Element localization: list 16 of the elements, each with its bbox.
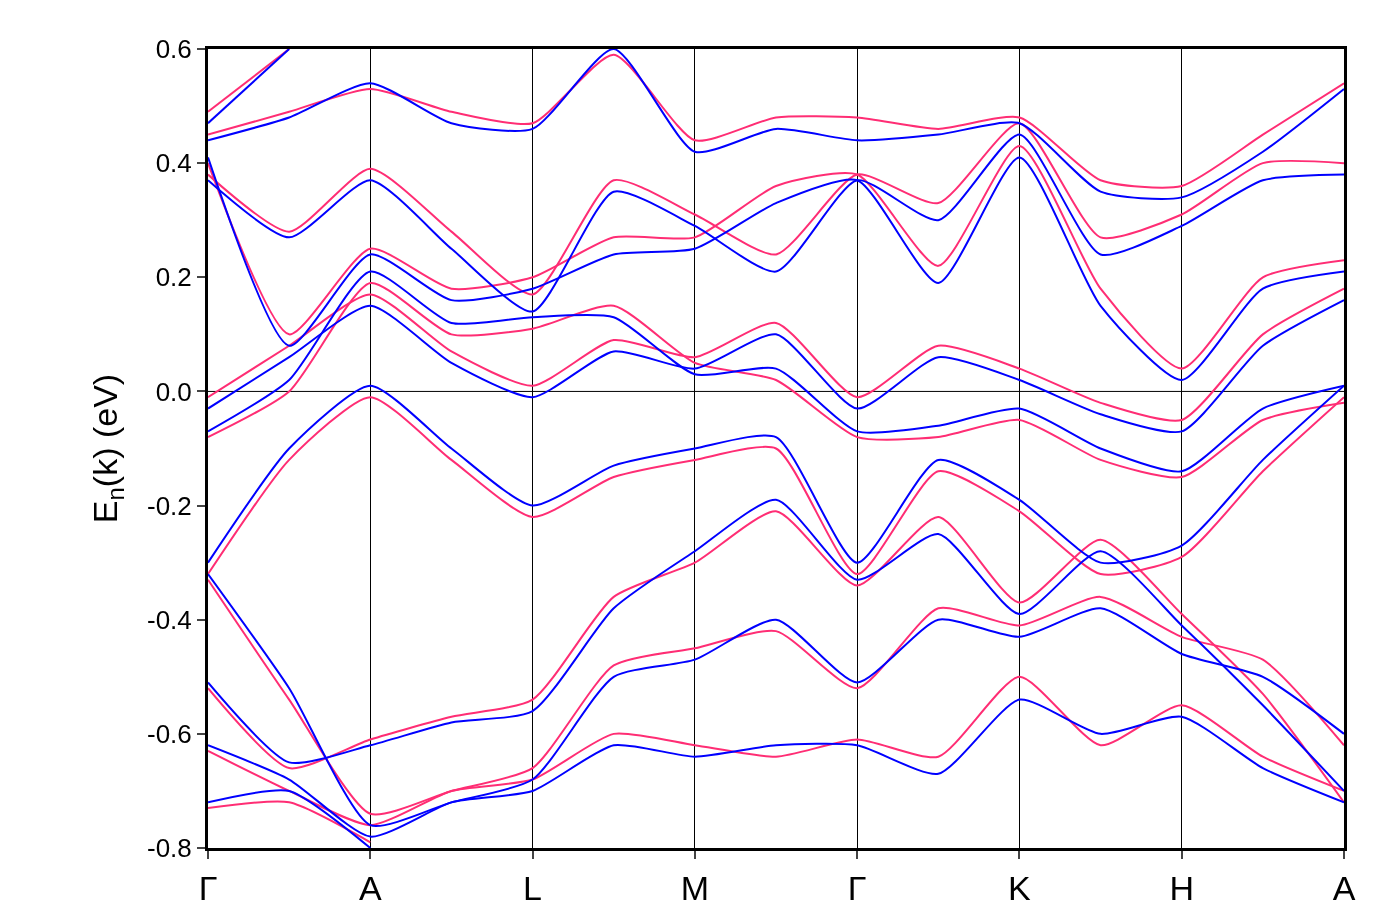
x-tick-label: L (523, 868, 543, 907)
x-tick-label: H (1169, 868, 1194, 907)
y-tick-label: -0.8 (146, 833, 192, 864)
x-tick-label: K (1008, 868, 1032, 907)
y-tick-label: 0.2 (155, 262, 192, 293)
y-tick-label: 0.4 (155, 148, 192, 179)
x-tick-label: A (1332, 868, 1356, 907)
y-tick-label: 0.6 (155, 34, 192, 65)
x-tick-label: Γ (847, 868, 867, 907)
x-tick-label: A (358, 868, 382, 907)
y-tick-label: 0.0 (155, 376, 192, 407)
y-tick-label: -0.4 (146, 604, 192, 635)
x-tick-label: M (680, 868, 710, 907)
x-tick-label: Γ (198, 868, 218, 907)
y-tick-label: -0.2 (146, 490, 192, 521)
y-tick-label: -0.6 (146, 718, 192, 749)
